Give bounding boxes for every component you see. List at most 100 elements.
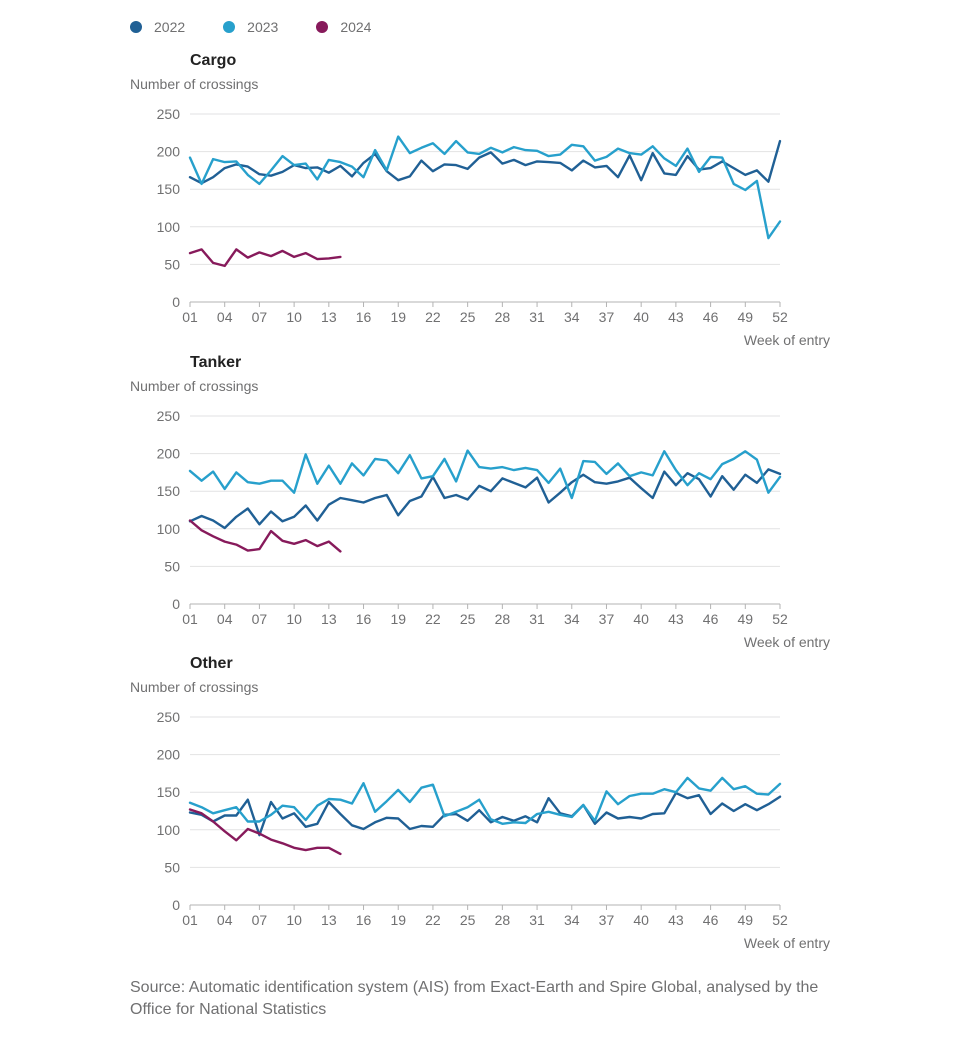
cargo-x-axis-label: Week of entry bbox=[744, 332, 830, 348]
tanker-x-tick-label: 43 bbox=[668, 611, 684, 627]
cargo-x-tick-label: 25 bbox=[460, 309, 476, 325]
cargo-x-tick-label: 04 bbox=[217, 309, 233, 325]
other-x-tick-label: 28 bbox=[495, 912, 511, 928]
cargo-y-tick-label: 150 bbox=[157, 181, 181, 197]
other-y-tick-label: 150 bbox=[157, 784, 181, 800]
cargo-chart: 0 50 100 150 200 250 01 04 07 10 13 16 19 22 25 28 31 34 3… bbox=[157, 106, 830, 348]
cargo-x-tick-label: 37 bbox=[599, 309, 615, 325]
other-y-tick-label: 250 bbox=[157, 709, 181, 725]
legend-swatch-2024 bbox=[316, 21, 329, 33]
other-y-tick-label: 200 bbox=[157, 747, 181, 763]
other-x-tick-label: 07 bbox=[252, 912, 268, 928]
cargo-panel: Cargo Number of crossings 0 50 100 150 200 25… bbox=[0, 52, 960, 352]
tanker-x-tick-label: 13 bbox=[321, 611, 337, 627]
legend-swatch-2022 bbox=[130, 21, 142, 33]
cargo-panel-title: Cargo bbox=[190, 52, 237, 69]
other-x-tick-label: 40 bbox=[633, 912, 649, 928]
other-x-tick-label: 52 bbox=[772, 912, 788, 928]
other-x-tick-label: 10 bbox=[286, 912, 302, 928]
legend-label-2024: 2024 bbox=[340, 19, 372, 35]
cargo-x-tick-label: 28 bbox=[495, 309, 511, 325]
cargo-y-axis-label: Number of crossings bbox=[130, 76, 259, 92]
cargo-x-tick-label: 13 bbox=[321, 309, 337, 325]
tanker-x-tick-label: 01 bbox=[182, 611, 198, 627]
other-x-tick-label: 19 bbox=[390, 912, 406, 928]
tanker-x-tick-label: 28 bbox=[495, 611, 511, 627]
cargo-x-tick-label: 16 bbox=[356, 309, 372, 325]
other-series-2022 bbox=[188, 791, 782, 837]
other-x-tick-label: 25 bbox=[460, 912, 476, 928]
cargo-x-tick-label: 07 bbox=[252, 309, 268, 325]
cargo-series-2023 bbox=[188, 135, 782, 240]
cargo-y-tick-label: 100 bbox=[157, 219, 181, 235]
cargo-x-tick-label: 40 bbox=[633, 309, 649, 325]
other-panel: Other Number of crossings 0 50 100 150 200 25… bbox=[0, 655, 960, 955]
tanker-x-tick-label: 52 bbox=[772, 611, 788, 627]
tanker-panel-title: Tanker bbox=[190, 354, 242, 371]
legend-label-2023: 2023 bbox=[247, 19, 279, 35]
tanker-x-tick-label: 07 bbox=[252, 611, 268, 627]
other-x-tick-label: 01 bbox=[182, 912, 198, 928]
other-x-tick-label: 34 bbox=[564, 912, 580, 928]
tanker-x-tick-label: 10 bbox=[286, 611, 302, 627]
other-y-tick-label: 100 bbox=[157, 822, 181, 838]
tanker-series-2024 bbox=[188, 519, 342, 553]
other-x-tick-label: 22 bbox=[425, 912, 441, 928]
tanker-x-tick-label: 46 bbox=[703, 611, 719, 627]
other-x-tick-label: 37 bbox=[599, 912, 615, 928]
cargo-y-tick-label: 0 bbox=[172, 294, 180, 310]
tanker-x-axis-label: Week of entry bbox=[744, 634, 830, 650]
other-y-axis-label: Number of crossings bbox=[130, 679, 259, 695]
other-x-tick-label: 04 bbox=[217, 912, 233, 928]
other-chart: 0 50 100 150 200 250 01 04 07 10 13 16 19 22 25 28 31 34 3… bbox=[157, 709, 830, 951]
other-y-tick-label: 50 bbox=[164, 859, 180, 875]
tanker-y-tick-label: 250 bbox=[157, 408, 181, 424]
other-x-tick-label: 13 bbox=[321, 912, 337, 928]
tanker-y-tick-label: 200 bbox=[157, 446, 181, 462]
tanker-series-2022 bbox=[188, 468, 782, 530]
source-note: Source: Automatic identification system … bbox=[130, 979, 819, 1018]
tanker-x-tick-label: 16 bbox=[356, 611, 372, 627]
other-panel-title: Other bbox=[190, 655, 233, 672]
tanker-y-tick-label: 50 bbox=[164, 558, 180, 574]
cargo-x-tick-label: 22 bbox=[425, 309, 441, 325]
tanker-series-2023 bbox=[188, 449, 782, 500]
other-x-tick-label: 49 bbox=[738, 912, 754, 928]
cargo-series-2022 bbox=[188, 139, 782, 185]
legend-item-2023: 2023 bbox=[223, 19, 278, 35]
cargo-x-tick-label: 10 bbox=[286, 309, 302, 325]
cargo-x-tick-label: 19 bbox=[390, 309, 406, 325]
cargo-x-tick-label: 46 bbox=[703, 309, 719, 325]
legend-item-2024: 2024 bbox=[316, 19, 371, 35]
tanker-y-tick-label: 150 bbox=[157, 483, 181, 499]
cargo-x-tick-label: 01 bbox=[182, 309, 198, 325]
tanker-x-tick-label: 22 bbox=[425, 611, 441, 627]
tanker-chart: 0 50 100 150 200 250 01 04 07 10 13 16 19 22 25 28 31 34 3… bbox=[157, 408, 830, 650]
cargo-x-tick-label: 43 bbox=[668, 309, 684, 325]
cargo-y-tick-label: 200 bbox=[157, 144, 181, 160]
legend-item-2022: 2022 bbox=[130, 19, 185, 35]
other-x-tick-label: 31 bbox=[529, 912, 545, 928]
legend-label-2022: 2022 bbox=[154, 19, 186, 35]
cargo-series-2024 bbox=[188, 248, 342, 268]
tanker-y-tick-label: 100 bbox=[157, 521, 181, 537]
cargo-y-tick-label: 250 bbox=[157, 106, 181, 122]
legend-swatch-2023 bbox=[223, 21, 236, 33]
tanker-y-tick-label: 0 bbox=[172, 596, 180, 612]
cargo-x-tick-label: 31 bbox=[529, 309, 545, 325]
tanker-x-tick-label: 25 bbox=[460, 611, 476, 627]
tanker-x-tick-label: 19 bbox=[390, 611, 406, 627]
tanker-y-axis-label: Number of crossings bbox=[130, 378, 259, 394]
tanker-x-tick-label: 04 bbox=[217, 611, 233, 627]
other-series-2024 bbox=[188, 808, 342, 856]
other-x-axis-label: Week of entry bbox=[744, 935, 830, 951]
other-x-tick-label: 43 bbox=[668, 912, 684, 928]
cargo-y-tick-label: 50 bbox=[164, 256, 180, 272]
cargo-x-tick-label: 52 bbox=[772, 309, 788, 325]
other-y-tick-label: 0 bbox=[172, 897, 180, 913]
tanker-x-tick-label: 37 bbox=[599, 611, 615, 627]
other-x-tick-label: 46 bbox=[703, 912, 719, 928]
cargo-x-tick-label: 49 bbox=[738, 309, 754, 325]
cargo-x-tick-label: 34 bbox=[564, 309, 580, 325]
tanker-x-tick-label: 34 bbox=[564, 611, 580, 627]
